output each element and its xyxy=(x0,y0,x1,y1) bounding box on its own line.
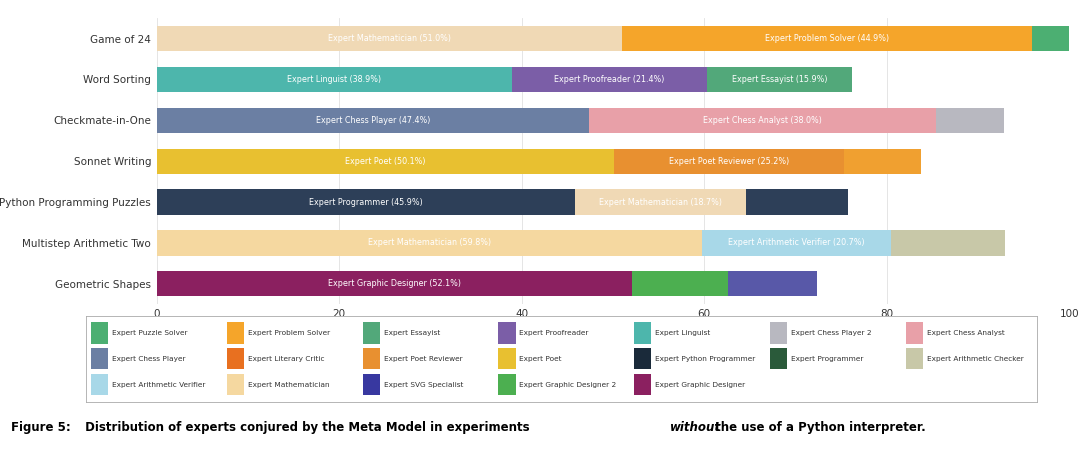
FancyBboxPatch shape xyxy=(363,348,380,370)
Text: Expert Essayist: Expert Essayist xyxy=(383,330,440,336)
FancyBboxPatch shape xyxy=(634,348,651,370)
Text: Expert Chess Player 2: Expert Chess Player 2 xyxy=(791,330,872,336)
Text: Expert Graphic Designer (52.1%): Expert Graphic Designer (52.1%) xyxy=(328,279,461,288)
FancyBboxPatch shape xyxy=(770,348,787,370)
Bar xyxy=(702,230,891,256)
Text: Expert Mathematician (59.8%): Expert Mathematician (59.8%) xyxy=(368,238,491,247)
Text: Expert Chess Analyst (38.0%): Expert Chess Analyst (38.0%) xyxy=(703,116,822,125)
FancyBboxPatch shape xyxy=(227,348,244,370)
Text: Expert Chess Player: Expert Chess Player xyxy=(112,355,186,362)
FancyBboxPatch shape xyxy=(499,348,515,370)
Text: without: without xyxy=(670,420,720,434)
Bar xyxy=(157,67,512,92)
Text: Expert SVG Specialist: Expert SVG Specialist xyxy=(383,381,463,388)
Bar xyxy=(613,148,843,174)
Text: Expert Poet (50.1%): Expert Poet (50.1%) xyxy=(345,157,426,166)
Bar xyxy=(891,230,1005,256)
Text: Expert Programmer (45.9%): Expert Programmer (45.9%) xyxy=(309,197,423,207)
Text: Expert Arithmetic Verifier (20.7%): Expert Arithmetic Verifier (20.7%) xyxy=(729,238,865,247)
Text: the use of a Python interpreter.: the use of a Python interpreter. xyxy=(711,420,926,434)
Text: Expert Mathematician: Expert Mathematician xyxy=(247,381,329,388)
Bar xyxy=(576,189,746,215)
Text: Expert Mathematician (51.0%): Expert Mathematician (51.0%) xyxy=(328,34,450,43)
Text: Expert Essayist (15.9%): Expert Essayist (15.9%) xyxy=(731,75,827,84)
Text: Expert Literary Critic: Expert Literary Critic xyxy=(247,355,324,362)
FancyBboxPatch shape xyxy=(499,374,515,395)
Bar xyxy=(707,67,852,92)
Bar xyxy=(157,148,613,174)
Text: Expert Linguist (38.9%): Expert Linguist (38.9%) xyxy=(287,75,381,84)
Text: Expert Poet: Expert Poet xyxy=(519,355,562,362)
FancyBboxPatch shape xyxy=(91,322,108,344)
FancyBboxPatch shape xyxy=(499,322,515,344)
Bar xyxy=(590,108,936,133)
Text: Figure 5:: Figure 5: xyxy=(11,420,70,434)
Bar xyxy=(157,108,590,133)
Bar xyxy=(622,26,1031,51)
Text: Expert Proofreader (21.4%): Expert Proofreader (21.4%) xyxy=(554,75,664,84)
FancyBboxPatch shape xyxy=(91,374,108,395)
FancyBboxPatch shape xyxy=(634,322,651,344)
Text: Expert Poet Reviewer: Expert Poet Reviewer xyxy=(383,355,462,362)
Text: Expert Programmer: Expert Programmer xyxy=(791,355,863,362)
Text: Expert Problem Solver: Expert Problem Solver xyxy=(247,330,330,336)
FancyBboxPatch shape xyxy=(770,322,787,344)
Bar xyxy=(157,26,622,51)
Text: Expert Chess Analyst: Expert Chess Analyst xyxy=(927,330,1004,336)
FancyBboxPatch shape xyxy=(227,322,244,344)
Bar xyxy=(157,189,576,215)
Bar xyxy=(1031,26,1069,51)
Text: Expert Arithmetic Verifier: Expert Arithmetic Verifier xyxy=(112,381,205,388)
Text: Expert Arithmetic Checker: Expert Arithmetic Checker xyxy=(927,355,1024,362)
FancyBboxPatch shape xyxy=(227,374,244,395)
Bar xyxy=(157,230,702,256)
Bar xyxy=(157,271,632,296)
Text: Expert Python Programmer: Expert Python Programmer xyxy=(656,355,755,362)
Text: Distribution of experts conjured by the Meta Model in experiments: Distribution of experts conjured by the … xyxy=(81,420,534,434)
FancyBboxPatch shape xyxy=(363,374,380,395)
FancyBboxPatch shape xyxy=(906,322,923,344)
Text: Expert Proofreader: Expert Proofreader xyxy=(519,330,589,336)
Bar xyxy=(632,271,728,296)
Bar xyxy=(936,108,1004,133)
Text: Expert Graphic Designer 2: Expert Graphic Designer 2 xyxy=(519,381,617,388)
Text: Expert Problem Solver (44.9%): Expert Problem Solver (44.9%) xyxy=(765,34,889,43)
Text: Expert Puzzle Solver: Expert Puzzle Solver xyxy=(112,330,188,336)
X-axis label: Percentage (%): Percentage (%) xyxy=(570,325,656,335)
Text: Expert Linguist: Expert Linguist xyxy=(656,330,711,336)
Text: Expert Chess Player (47.4%): Expert Chess Player (47.4%) xyxy=(315,116,430,125)
FancyBboxPatch shape xyxy=(634,374,651,395)
Bar xyxy=(512,67,707,92)
Bar xyxy=(728,271,818,296)
FancyBboxPatch shape xyxy=(363,322,380,344)
Text: Expert Poet Reviewer (25.2%): Expert Poet Reviewer (25.2%) xyxy=(669,157,788,166)
Bar xyxy=(746,189,849,215)
FancyBboxPatch shape xyxy=(91,348,108,370)
FancyBboxPatch shape xyxy=(906,348,923,370)
Text: Expert Mathematician (18.7%): Expert Mathematician (18.7%) xyxy=(599,197,723,207)
Text: Expert Graphic Designer: Expert Graphic Designer xyxy=(656,381,745,388)
Bar xyxy=(843,148,921,174)
